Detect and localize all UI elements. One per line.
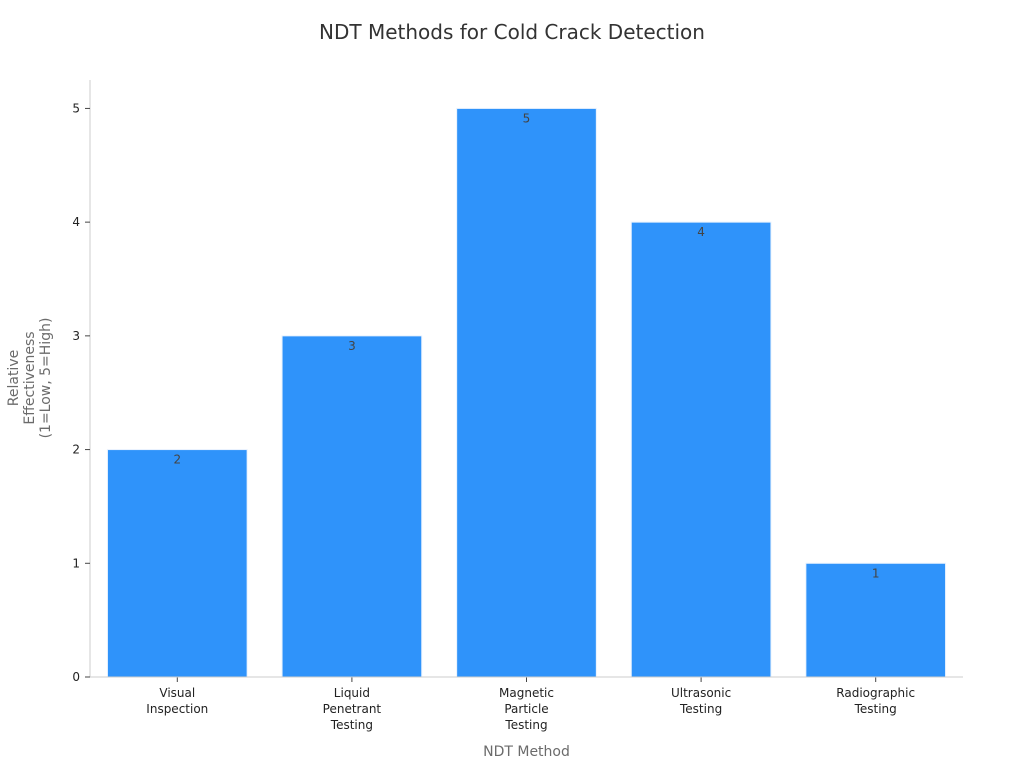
data-label: 3 bbox=[348, 339, 356, 353]
y-axis-title-line: Effectiveness bbox=[22, 331, 38, 424]
y-tick-label: 0 bbox=[72, 670, 80, 684]
x-tick-label-line: Testing bbox=[330, 718, 373, 732]
bar bbox=[106, 449, 248, 678]
x-tick-label-line: Inspection bbox=[146, 702, 208, 716]
x-tick-label-line: Testing bbox=[854, 702, 897, 716]
bar bbox=[456, 107, 597, 678]
data-label: 5 bbox=[523, 111, 531, 125]
x-tick-label: Magnetic Particle Testing bbox=[499, 686, 554, 732]
x-tick-label-line: Radiographic bbox=[836, 686, 915, 700]
bar bbox=[630, 221, 772, 678]
bars-group bbox=[106, 107, 947, 678]
axes-group bbox=[85, 80, 963, 682]
y-axis-title: RelativeEffectiveness(1=Low, 5=High) bbox=[6, 318, 54, 439]
x-tick-label-line: Penetrant bbox=[323, 702, 382, 716]
x-tick-label: Ultrasonic Testing bbox=[671, 686, 731, 716]
x-tick-label-line: Visual bbox=[159, 686, 195, 700]
y-tick-label: 1 bbox=[72, 556, 80, 570]
y-tick-label: 3 bbox=[72, 329, 80, 343]
x-tick-label: Radiographic Testing bbox=[836, 686, 915, 716]
y-tick-label: 2 bbox=[72, 443, 80, 457]
x-axis-title: NDT Method bbox=[483, 744, 570, 760]
x-tick-label-line: Ultrasonic bbox=[671, 686, 731, 700]
y-tick-label: 5 bbox=[72, 101, 80, 115]
x-tick-label: Visual Inspection bbox=[146, 686, 208, 716]
x-tick-label-line: Particle bbox=[504, 702, 548, 716]
y-tick-label: 4 bbox=[72, 215, 80, 229]
bar bbox=[281, 335, 423, 678]
data-label: 4 bbox=[697, 225, 705, 239]
x-tick-label-line: Liquid bbox=[334, 686, 370, 700]
data-label: 2 bbox=[173, 453, 181, 467]
y-axis-title-line: (1=Low, 5=High) bbox=[38, 318, 54, 439]
bar bbox=[805, 562, 947, 678]
x-tick-label: Liquid Penetrant Testing bbox=[323, 686, 382, 732]
data-label: 1 bbox=[872, 566, 880, 580]
y-axis-title-line: Relative bbox=[6, 350, 22, 406]
x-tick-label-line: Testing bbox=[679, 702, 722, 716]
chart-title: NDT Methods for Cold Crack Detection bbox=[319, 20, 705, 44]
x-tick-label-line: Magnetic bbox=[499, 686, 554, 700]
labels-group: 2 Visual Inspection 3 Liquid Penetrant Testing… bbox=[6, 101, 915, 760]
x-tick-label-line: Testing bbox=[504, 718, 547, 732]
